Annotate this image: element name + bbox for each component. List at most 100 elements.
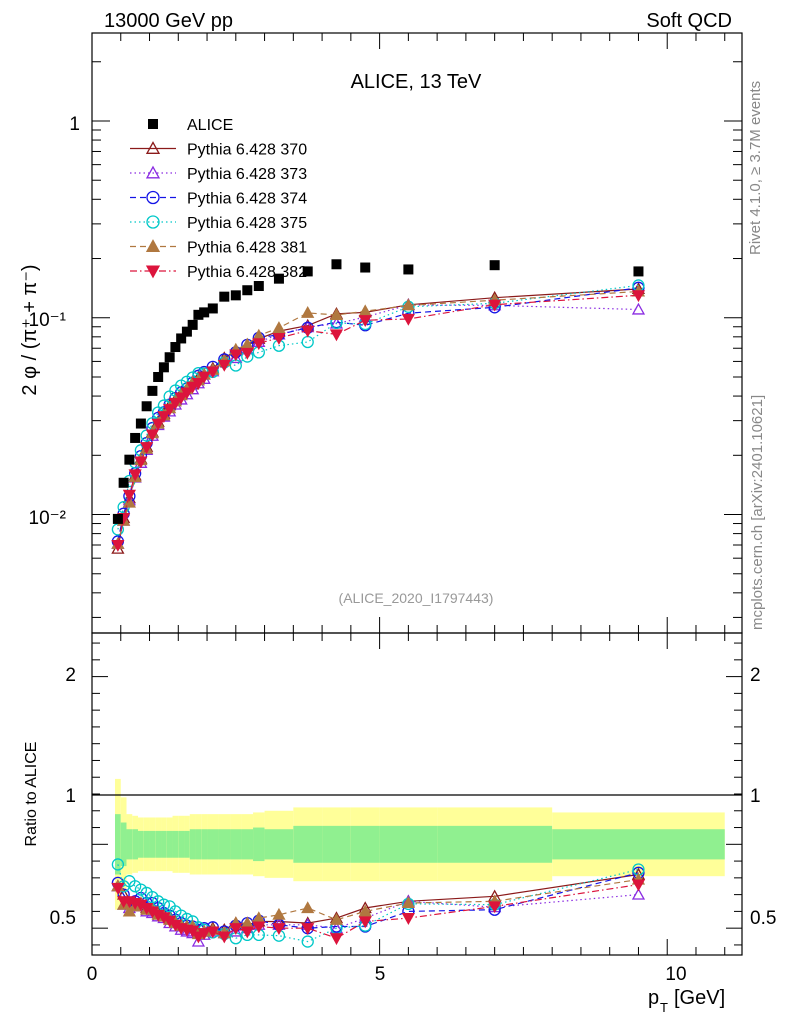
main-point-alice (147, 385, 158, 396)
main-point-alice (403, 264, 414, 275)
band-inner-segment (189, 829, 196, 860)
legend-item-pythia-6-428-374: Pythia 6.428 374 (130, 191, 307, 208)
main-point-pythia-6-428-382 (180, 387, 194, 400)
band-inner-segment (132, 829, 139, 860)
legend-item-pythia-6-428-381: Pythia 6.428 381 (130, 239, 307, 257)
legend-item-pythia-6-428-373: Pythia 6.428 373 (130, 165, 307, 183)
band-inner-segment (253, 827, 265, 862)
main-point-pythia-6-428-382 (206, 366, 220, 379)
band-inner-segment (178, 830, 185, 858)
ratio-point-pythia-6-428-375 (111, 858, 125, 871)
ratio-point-pythia-6-428-382 (206, 926, 220, 939)
main-point-alice (242, 285, 253, 296)
legend: ALICE Pythia 6.428 370 Pythia 6.428 373 Pyt… (130, 117, 307, 281)
main-point-pythia-6-428-381 (329, 308, 344, 321)
main-point-pythia-6-428-382 (145, 429, 160, 442)
ratio-point-pythia-6-428-382 (401, 913, 415, 925)
band-inner-segment (379, 825, 438, 863)
main-point-alice (633, 266, 644, 277)
ratio-axis-ticks (91, 633, 742, 955)
main-point-alice (141, 401, 152, 412)
main-point-alice (164, 352, 175, 363)
band-inner-segment (207, 829, 219, 860)
main-point-alice (230, 290, 241, 301)
legend-item-alice: ALICE (148, 117, 233, 134)
ratio-point-pythia-6-428-382 (631, 879, 646, 892)
ratio-point-pythia-6-428-381 (329, 912, 344, 925)
ratio-series-pythia-6-428-382 (111, 879, 646, 946)
ratio-ytick-label-left-0: 0.5 (50, 908, 76, 929)
main-series-layer (111, 259, 646, 554)
ratio-point-pythia-6-428-382 (252, 921, 266, 934)
legend-marker (148, 119, 158, 129)
main-ytick-label-1: 10⁻¹ (29, 310, 67, 331)
legend-item-pythia-6-428-382: Pythia 6.428 382 (130, 264, 307, 281)
ratio-point-pythia-6-428-382 (358, 916, 372, 929)
legend-label: Pythia 6.428 370 (187, 142, 307, 159)
rivet-label: Rivet 4.1.0, ≥ 3.7M events (747, 81, 764, 255)
ratio-point-pythia-6-428-381 (401, 896, 415, 909)
legend-label: Pythia 6.428 373 (187, 166, 307, 183)
legend-marker (145, 141, 161, 154)
main-series-pythia-6-428-373 (111, 298, 646, 549)
ratio-series-layer (111, 858, 646, 948)
ratio-ytick-label-left-1: 1 (65, 786, 76, 807)
main-point-pythia-6-428-382 (240, 347, 254, 360)
main-point-pythia-6-428-382 (111, 539, 125, 552)
main-panel: 2 φ / (π⁺ + π⁻) 10⁻² 10⁻¹ 1 ALICE, 13 Te… (19, 32, 743, 634)
ratio-point-pythia-6-428-375 (301, 935, 314, 948)
legend-marker (146, 215, 160, 229)
band-inner-segment (264, 829, 294, 860)
main-point-alice (331, 259, 342, 270)
main-point-pythia-6-428-382 (122, 489, 136, 502)
main-point-pythia-6-428-375 (301, 335, 314, 349)
main-point-alice (112, 513, 123, 524)
main-point-alice (130, 432, 141, 443)
main-point-pythia-6-428-382 (186, 381, 200, 394)
mcplots-label: mcplots.cern.ch [arXiv:2401.10621] (749, 395, 766, 630)
ratio-point-pythia-6-428-382 (197, 928, 211, 941)
main-point-pythia-6-428-382 (229, 349, 243, 362)
main-point-pythia-6-428-381 (358, 304, 372, 317)
main-point-pythia-6-428-373 (631, 302, 646, 315)
band-inner-segment (350, 825, 380, 863)
main-point-pythia-6-428-375 (111, 523, 125, 536)
ratio-point-pythia-6-428-382 (272, 923, 286, 936)
main-point-pythia-6-428-382 (157, 411, 171, 424)
band-inner-segment (126, 829, 133, 860)
main-ylabel: 2 φ / (π⁺ + π⁻) (19, 264, 41, 395)
legend-label: ALICE (187, 117, 233, 134)
main-point-alice (273, 273, 284, 284)
header-left: 13000 GeV pp (104, 10, 233, 32)
band-inner-segment (184, 830, 190, 858)
ratio-ytick-label-right-2: 2 (750, 665, 761, 686)
x-axis-label-main: p (648, 987, 659, 1009)
main-point-alice (135, 418, 146, 429)
ratio-ylabel: Ratio to ALICE (23, 742, 40, 847)
legend-marker (145, 239, 161, 252)
band-inner-segment (138, 830, 144, 858)
main-line-pythia-6-428-382 (117, 294, 639, 546)
legend-marker (145, 165, 161, 179)
ratio-point-pythia-6-428-381 (358, 904, 372, 917)
band-inner-segment (166, 830, 173, 858)
main-point-pythia-6-428-382 (252, 338, 266, 351)
main-point-pythia-6-428-382 (174, 392, 188, 405)
main-point-alice (187, 319, 198, 330)
main-point-pythia-6-428-381 (122, 495, 136, 508)
band-inner-segment (230, 829, 242, 860)
band-inner-segment (120, 822, 127, 867)
main-point-pythia-6-428-382 (197, 371, 211, 384)
band-inner-segment (172, 830, 179, 858)
main-point-alice (360, 262, 371, 273)
main-point-pythia-6-428-375 (229, 359, 242, 372)
legend-item-pythia-6-428-375: Pythia 6.428 375 (130, 215, 307, 232)
main-point-alice (207, 303, 218, 314)
main-point-alice (193, 309, 204, 320)
main-point-alice (124, 454, 135, 465)
main-point-alice (489, 260, 500, 271)
main-ytick-label-2: 1 (69, 114, 80, 135)
main-point-alice (153, 371, 164, 382)
main-point-alice (219, 291, 230, 302)
